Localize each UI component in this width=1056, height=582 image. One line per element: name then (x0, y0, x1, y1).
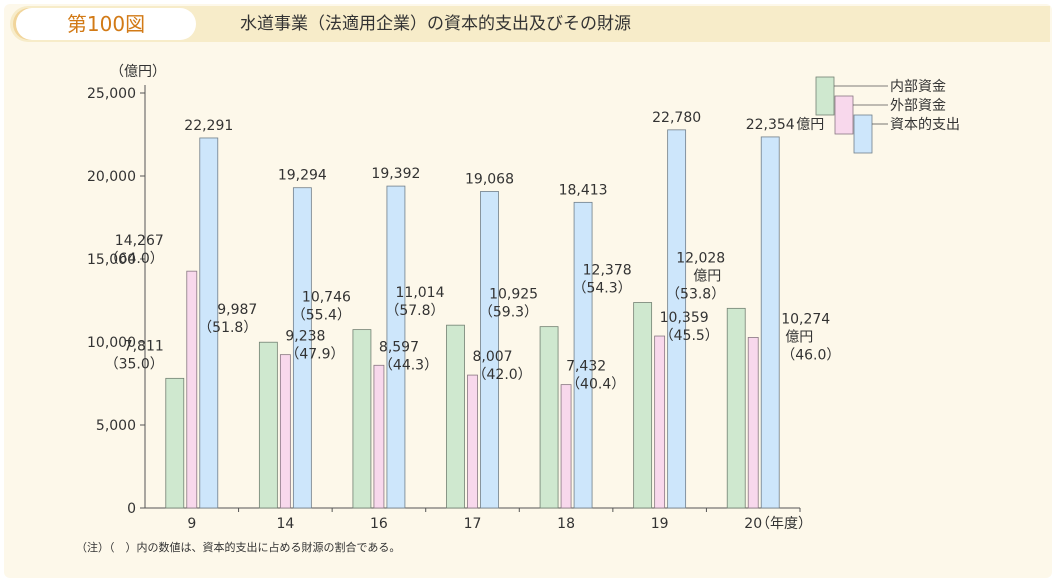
capital-value-label: 22,354 (746, 117, 795, 133)
capital-value-label: 18,413 (559, 182, 608, 198)
bar-external (373, 364, 385, 509)
external-value-label: 9,238 (285, 329, 325, 345)
internal-share-label: （57.8） (385, 303, 444, 319)
bar-external (654, 335, 666, 509)
x-tick-label: 9 (187, 516, 196, 532)
x-unit-label: （年度） (756, 516, 812, 532)
y-tick-label: 15,000 (87, 252, 136, 268)
internal-value-label: 11,014 (396, 285, 445, 301)
internal-share-label: （51.8） (198, 320, 257, 336)
legend-swatch (853, 114, 873, 154)
x-tick-label: 17 (464, 516, 482, 532)
internal-value-label: 12,028 (676, 250, 725, 266)
x-tick-label: 20 (744, 516, 762, 532)
capital-value-label: 19,068 (465, 171, 514, 187)
external-share-label: （47.9） (285, 347, 344, 363)
y-tick-label: 20,000 (87, 169, 136, 185)
external-value-label: 14,267 (115, 233, 164, 249)
external-value-label: 10,359 (660, 310, 709, 326)
legend-swatch (834, 95, 854, 135)
bar-capital (292, 187, 312, 509)
bar-capital (573, 201, 593, 509)
external-share-label: （45.5） (660, 328, 719, 344)
internal-value-label: 10,925 (489, 287, 538, 303)
bar-internal (633, 302, 653, 509)
legend-swatch (815, 76, 835, 116)
external-unit-label: 億円 (785, 329, 813, 345)
bar-capital (386, 185, 406, 509)
x-tick-label: 19 (651, 516, 669, 532)
figure-number: 第100図 (16, 8, 196, 40)
capital-value-label: 19,392 (371, 166, 420, 182)
bar-external (186, 270, 198, 509)
bar-capital (667, 129, 687, 509)
bar-internal (352, 329, 372, 509)
y-tick-label: 5,000 (96, 418, 136, 434)
capital-unit-label: 億円 (796, 117, 824, 133)
internal-share-label: （55.4） (292, 308, 351, 324)
footnote: （注）（ ）内の数値は、資本的支出に占める財源の割合である。 (76, 541, 401, 554)
figure-header: 第100図 水道事業（法適用企業）の資本的支出及びその財源 (4, 4, 1052, 44)
bar-internal (726, 307, 746, 509)
y-tick-label: 0 (127, 501, 136, 517)
internal-share-label: （54.3） (572, 281, 631, 297)
internal-share-label: （35.0） (105, 356, 164, 372)
external-share-label: （40.4） (566, 377, 625, 393)
capital-value-label: 19,294 (278, 168, 327, 184)
internal-value-label: 12,378 (583, 263, 632, 279)
external-share-label: （46.0） (781, 347, 840, 363)
bar-capital (760, 136, 780, 509)
capital-value-label: 22,291 (184, 118, 233, 134)
external-share-label: （42.0） (473, 367, 532, 383)
y-tick-label: 25,000 (87, 86, 136, 102)
bar-external (279, 354, 291, 509)
bar-capital (480, 191, 499, 509)
bar-capital (199, 137, 219, 509)
external-share-label: （44.3） (379, 357, 438, 373)
internal-share-label: （53.8） (666, 286, 725, 302)
internal-unit-label: 億円 (693, 268, 721, 284)
x-tick-label: 14 (276, 516, 294, 532)
bar-internal (539, 326, 559, 509)
legend-label: 外部資金 (890, 98, 946, 114)
legend-label: 内部資金 (890, 79, 946, 95)
bar-external (747, 337, 759, 509)
y-tick-label: 10,000 (87, 335, 136, 351)
bar-internal (165, 377, 185, 509)
internal-value-label: 7,811 (124, 338, 164, 354)
x-tick-label: 16 (370, 516, 388, 532)
external-value-label: 8,597 (379, 339, 419, 355)
external-value-label: 7,432 (566, 359, 606, 375)
internal-value-label: 9,987 (217, 302, 257, 318)
external-share-label: （64.0） (105, 251, 164, 267)
legend-label: 資本的支出 (890, 117, 960, 133)
bar-external (467, 374, 478, 509)
y-unit-label: （億円） (110, 64, 166, 80)
bar-internal (258, 341, 278, 509)
bar-external (560, 384, 572, 509)
x-tick-label: 18 (557, 516, 575, 532)
figure-title: 水道事業（法適用企業）の資本的支出及びその財源 (240, 14, 631, 34)
capital-value-label: 22,780 (652, 110, 701, 126)
external-value-label: 8,007 (473, 349, 513, 365)
external-value-label: 10,274 (781, 311, 830, 327)
internal-share-label: （59.3） (479, 305, 538, 321)
internal-value-label: 10,746 (302, 290, 351, 306)
bar-internal (446, 324, 465, 509)
